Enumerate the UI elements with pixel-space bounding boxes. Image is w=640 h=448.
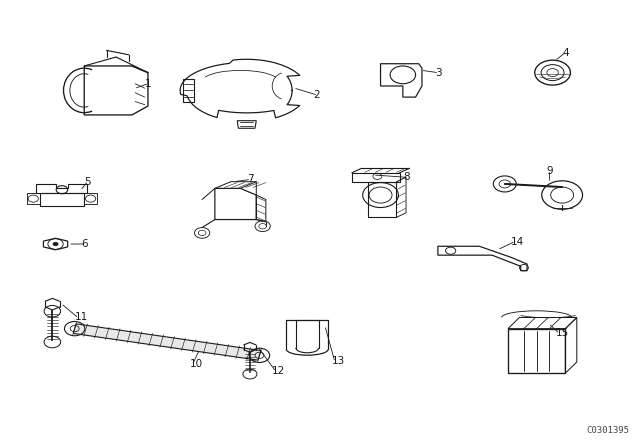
- Text: 13: 13: [332, 356, 345, 366]
- Text: 14: 14: [511, 237, 524, 247]
- Text: 4: 4: [562, 47, 569, 58]
- Text: 8: 8: [403, 172, 410, 182]
- Circle shape: [53, 242, 58, 246]
- Text: 11: 11: [75, 313, 88, 323]
- Text: 5: 5: [84, 177, 91, 187]
- Text: 12: 12: [272, 366, 285, 376]
- Polygon shape: [73, 324, 261, 360]
- Text: 10: 10: [189, 359, 202, 369]
- Text: C0301395: C0301395: [586, 426, 629, 435]
- Text: 3: 3: [435, 68, 442, 78]
- Text: 6: 6: [81, 239, 88, 249]
- Text: 9: 9: [546, 167, 553, 177]
- Text: 1: 1: [145, 79, 152, 89]
- Text: 7: 7: [246, 174, 253, 185]
- Text: 2: 2: [314, 90, 320, 100]
- Text: 15: 15: [556, 328, 569, 338]
